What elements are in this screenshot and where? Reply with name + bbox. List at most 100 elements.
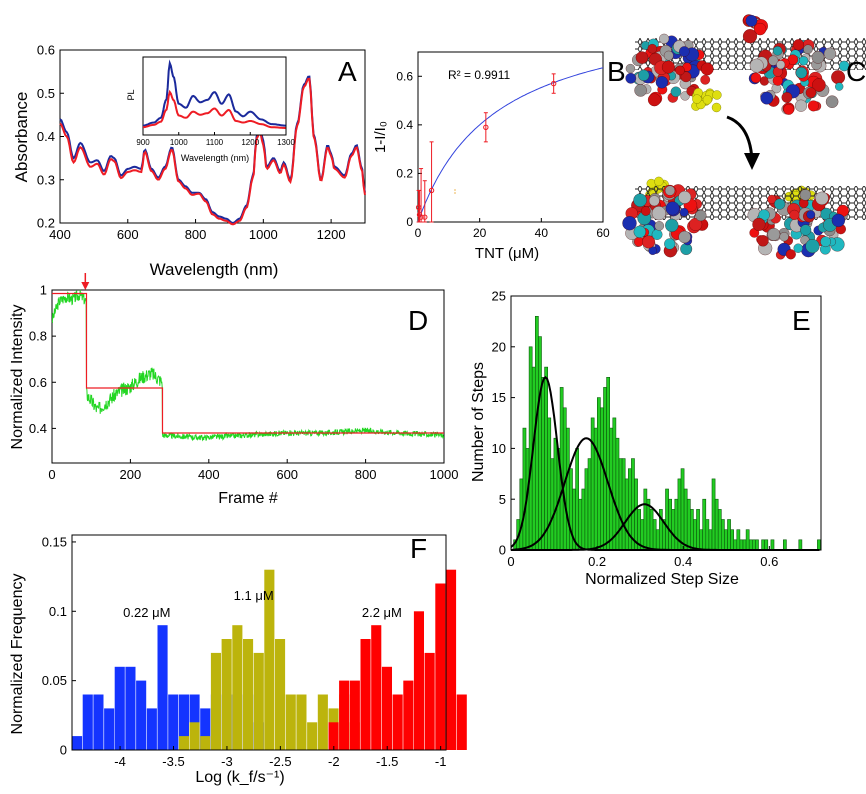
atom <box>664 185 676 196</box>
y-tick-label: 0.4 <box>29 421 47 436</box>
y-tick-label: 0.6 <box>396 69 413 83</box>
histogram-bar <box>82 694 93 750</box>
histogram-bar <box>578 498 583 551</box>
histogram-bar <box>221 639 232 750</box>
atom <box>634 84 647 97</box>
dna-wrap-bottom <box>622 184 849 260</box>
histogram-bar <box>693 519 697 551</box>
panel-a-letter: A <box>338 56 357 87</box>
atom <box>774 198 786 210</box>
atom <box>815 191 829 205</box>
inset-line-red <box>142 89 286 129</box>
histogram-bar <box>730 529 734 551</box>
panel-b-series <box>415 67 604 223</box>
arrow-head <box>81 282 90 290</box>
panel-e-frame <box>510 295 822 551</box>
atom <box>642 235 656 249</box>
x-tick-label: 0.6 <box>760 554 778 569</box>
histogram-bar <box>686 498 691 551</box>
histogram-bar <box>200 736 211 750</box>
x-tick-label: -4 <box>114 754 126 769</box>
inset-line-blue <box>143 59 286 127</box>
fit-curve <box>417 67 604 223</box>
histogram-bar <box>584 468 589 551</box>
x-tick-label: -1.5 <box>376 754 398 769</box>
histogram-bar <box>547 417 552 551</box>
atom <box>831 213 846 228</box>
atom <box>700 74 711 85</box>
histogram-bar <box>413 611 424 750</box>
histogram-bar <box>339 680 350 750</box>
y-tick-label: 0.4 <box>396 118 413 132</box>
atom <box>805 87 817 98</box>
atom <box>664 238 676 250</box>
inset-x-tick-label: 1300 <box>277 138 295 147</box>
y-tick-label: 10 <box>492 441 506 456</box>
x-tick-label: 0 <box>48 467 55 482</box>
atom <box>820 236 831 248</box>
histogram-bar <box>541 376 545 551</box>
panel-f-series-labels: 0.22 μM 1.1 μM 2.2 μM <box>123 588 402 620</box>
atom <box>795 66 808 79</box>
y-tick-label: 0 <box>499 543 506 558</box>
atom <box>772 75 783 86</box>
tnt-atom <box>702 95 713 105</box>
x-tick-label: 0.4 <box>674 554 692 569</box>
histogram-bar <box>317 694 328 750</box>
panel-b-ylabel: 1-I/I₀ <box>372 121 389 153</box>
histogram-bar <box>392 694 403 750</box>
atom <box>665 201 680 216</box>
atom <box>689 217 703 231</box>
histogram-bar <box>446 569 457 750</box>
y-tick-label: 0.8 <box>29 329 47 344</box>
histogram-bar <box>146 708 157 750</box>
x-tick-label: -1 <box>435 754 447 769</box>
atom <box>831 70 846 85</box>
atom <box>757 235 769 247</box>
histogram-bar <box>618 458 623 551</box>
histogram-bar <box>575 448 579 551</box>
atom <box>799 189 812 201</box>
atom <box>811 50 825 64</box>
atom <box>823 47 837 60</box>
atom <box>789 209 800 220</box>
panel-d: 0 200 400 600 800 1000 0.4 0.6 0.8 1 D Frame # No… <box>9 273 458 507</box>
histogram-bar <box>581 488 586 551</box>
panel-c: C <box>622 14 866 260</box>
inset-ticks: 900 1000 1100 1200 1300 <box>136 132 295 147</box>
intensity-trace <box>51 289 445 442</box>
histogram-bar <box>538 336 542 551</box>
histogram-bar <box>736 529 741 551</box>
data-point <box>483 124 489 130</box>
atom <box>803 44 813 55</box>
x-tick-label: 0 <box>415 226 422 240</box>
panel-d-xlabel: Frame # <box>218 490 278 507</box>
inset-x-tick-label: 1200 <box>241 138 259 147</box>
tnt-atom <box>712 90 722 100</box>
histogram-bar <box>665 488 669 551</box>
series-label: 1.1 μM <box>234 588 274 603</box>
y-tick-label: 1 <box>40 283 47 298</box>
step-fit-line <box>52 292 444 434</box>
atom <box>806 210 816 219</box>
atom <box>785 249 796 260</box>
histogram-bar <box>612 417 617 551</box>
histogram-bar <box>275 639 286 750</box>
x-tick-label: 600 <box>117 227 139 242</box>
atom <box>670 86 682 98</box>
histogram-bar <box>210 652 221 750</box>
atom <box>675 65 685 76</box>
atom <box>767 228 781 241</box>
panel-b-letter: B <box>607 56 626 87</box>
atom <box>659 33 670 44</box>
atom <box>779 232 789 242</box>
data-point <box>550 80 557 87</box>
x-tick-label: 600 <box>276 467 298 482</box>
histogram-bar <box>652 519 657 551</box>
histogram-bar <box>714 498 719 551</box>
histogram-bar <box>798 539 803 551</box>
atom <box>812 78 826 92</box>
histogram-bar <box>711 478 716 551</box>
histogram-bar <box>742 539 747 551</box>
atom <box>776 60 786 70</box>
